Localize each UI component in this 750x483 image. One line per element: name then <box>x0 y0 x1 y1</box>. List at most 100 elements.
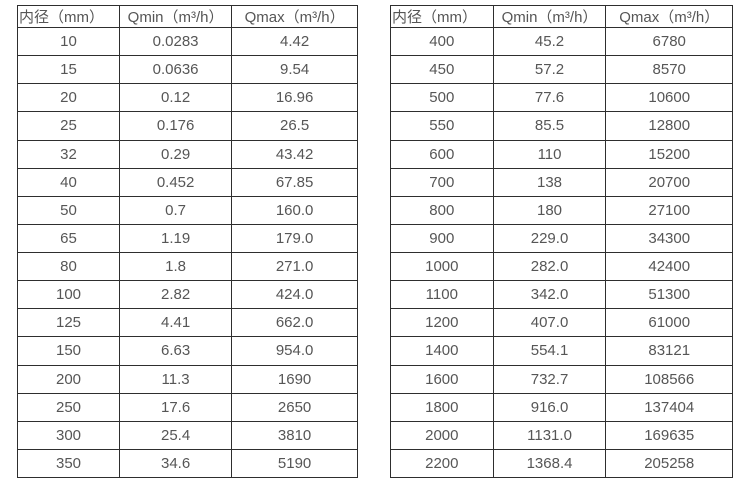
table-row: 200 11.3 1690 <box>17 364 358 394</box>
column-header-qmax: Qmax（m³/h） <box>605 5 733 28</box>
table-cell: 1200 <box>390 308 494 338</box>
table-body: 10 0.0283 4.42 15 0.0636 9.54 20 0.12 16.96 25 0.1… <box>17 26 358 479</box>
table-cell: 15200 <box>605 139 733 169</box>
column-header-diameter: 内径（mm） <box>390 5 494 28</box>
table-cell: 4.42 <box>231 26 358 57</box>
table-cell: 0.7 <box>118 195 233 225</box>
table-cell: 11.3 <box>118 364 233 394</box>
table-row: 125 4.41 662.0 <box>17 308 358 338</box>
table-cell: 12800 <box>605 111 733 141</box>
table-cell: 26.5 <box>231 111 358 141</box>
table-row: 20 0.12 16.96 <box>17 83 358 113</box>
table-cell: 0.0283 <box>118 26 233 57</box>
table-cell: 34300 <box>605 223 733 254</box>
table-cell: 916.0 <box>492 392 607 422</box>
column-header-qmin: Qmin（m³/h） <box>492 5 607 28</box>
table-cell: 900 <box>390 223 494 254</box>
table-cell: 0.29 <box>118 139 233 169</box>
table-cell: 2.82 <box>118 280 233 310</box>
table-row: 2000 1131.0 169635 <box>390 420 733 450</box>
table-cell: 0.176 <box>118 111 233 141</box>
table-cell: 3810 <box>231 420 358 450</box>
table-cell: 65 <box>17 223 120 254</box>
table-cell: 25.4 <box>118 420 233 450</box>
table-row: 100 2.82 424.0 <box>17 280 358 310</box>
table-cell: 600 <box>390 139 494 169</box>
table-cell: 1000 <box>390 251 494 282</box>
table-cell: 424.0 <box>231 280 358 310</box>
table-cell: 32 <box>17 139 120 169</box>
table-cell: 1368.4 <box>492 448 607 479</box>
table-cell: 1131.0 <box>492 420 607 450</box>
table-cell: 179.0 <box>231 223 358 254</box>
table-row: 25 0.176 26.5 <box>17 111 358 141</box>
table-cell: 1.8 <box>118 251 233 282</box>
table-row: 300 25.4 3810 <box>17 420 358 450</box>
table-cell: 407.0 <box>492 308 607 338</box>
table-row: 900 229.0 34300 <box>390 223 733 254</box>
table-cell: 169635 <box>605 420 733 450</box>
table-cell: 57.2 <box>492 55 607 85</box>
table-cell: 20700 <box>605 167 733 197</box>
table-cell: 550 <box>390 111 494 141</box>
table-row: 600 110 15200 <box>390 139 733 169</box>
flow-spec-table-small-diameter: 内径（mm） Qmin（m³/h） Qmax（m³/h） 10 0.0283 4.4… <box>17 5 358 479</box>
table-cell: 1690 <box>231 364 358 394</box>
table-cell: 150 <box>17 336 120 366</box>
column-header-diameter: 内径（mm） <box>17 5 120 28</box>
table-cell: 2650 <box>231 392 358 422</box>
table-row: 1400 554.1 83121 <box>390 336 733 366</box>
table-cell: 200 <box>17 364 120 394</box>
table-cell: 15 <box>17 55 120 85</box>
table-cell: 10 <box>17 26 120 57</box>
table-cell: 6780 <box>605 26 733 57</box>
table-cell: 20 <box>17 83 120 113</box>
table-row: 80 1.8 271.0 <box>17 251 358 282</box>
table-cell: 954.0 <box>231 336 358 366</box>
table-cell: 1600 <box>390 364 494 394</box>
table-cell: 554.1 <box>492 336 607 366</box>
table-cell: 450 <box>390 55 494 85</box>
table-row: 350 34.6 5190 <box>17 448 358 479</box>
table-row: 15 0.0636 9.54 <box>17 55 358 85</box>
table-cell: 1800 <box>390 392 494 422</box>
table-cell: 27100 <box>605 195 733 225</box>
table-cell: 40 <box>17 167 120 197</box>
spec-table: 内径（mm） Qmin（m³/h） Qmax（m³/h） 400 45.2 6780… <box>390 5 733 479</box>
table-cell: 125 <box>17 308 120 338</box>
table-cell: 108566 <box>605 364 733 394</box>
table-row: 150 6.63 954.0 <box>17 336 358 366</box>
table-cell: 800 <box>390 195 494 225</box>
table-cell: 9.54 <box>231 55 358 85</box>
table-cell: 700 <box>390 167 494 197</box>
table-row: 700 138 20700 <box>390 167 733 197</box>
table-cell: 34.6 <box>118 448 233 479</box>
table-cell: 10600 <box>605 83 733 113</box>
table-body: 400 45.2 6780 450 57.2 8570 500 77.6 10600 550 85.… <box>390 26 733 479</box>
table-cell: 80 <box>17 251 120 282</box>
table-row: 800 180 27100 <box>390 195 733 225</box>
table-cell: 50 <box>17 195 120 225</box>
table-cell: 2200 <box>390 448 494 479</box>
column-header-qmin: Qmin（m³/h） <box>118 5 233 28</box>
spec-table: 内径（mm） Qmin（m³/h） Qmax（m³/h） 10 0.0283 4.4… <box>17 5 358 479</box>
table-cell: 85.5 <box>492 111 607 141</box>
table-cell: 0.452 <box>118 167 233 197</box>
table-cell: 342.0 <box>492 280 607 310</box>
table-cell: 0.0636 <box>118 55 233 85</box>
table-row: 2200 1368.4 205258 <box>390 448 733 479</box>
table-cell: 732.7 <box>492 364 607 394</box>
table-cell: 0.12 <box>118 83 233 113</box>
table-cell: 45.2 <box>492 26 607 57</box>
table-row: 40 0.452 67.85 <box>17 167 358 197</box>
table-cell: 5190 <box>231 448 358 479</box>
table-cell: 51300 <box>605 280 733 310</box>
table-row: 65 1.19 179.0 <box>17 223 358 254</box>
table-cell: 77.6 <box>492 83 607 113</box>
table-row: 450 57.2 8570 <box>390 55 733 85</box>
table-cell: 110 <box>492 139 607 169</box>
table-cell: 43.42 <box>231 139 358 169</box>
table-cell: 271.0 <box>231 251 358 282</box>
header-row: 内径（mm） Qmin（m³/h） Qmax（m³/h） <box>390 5 733 28</box>
